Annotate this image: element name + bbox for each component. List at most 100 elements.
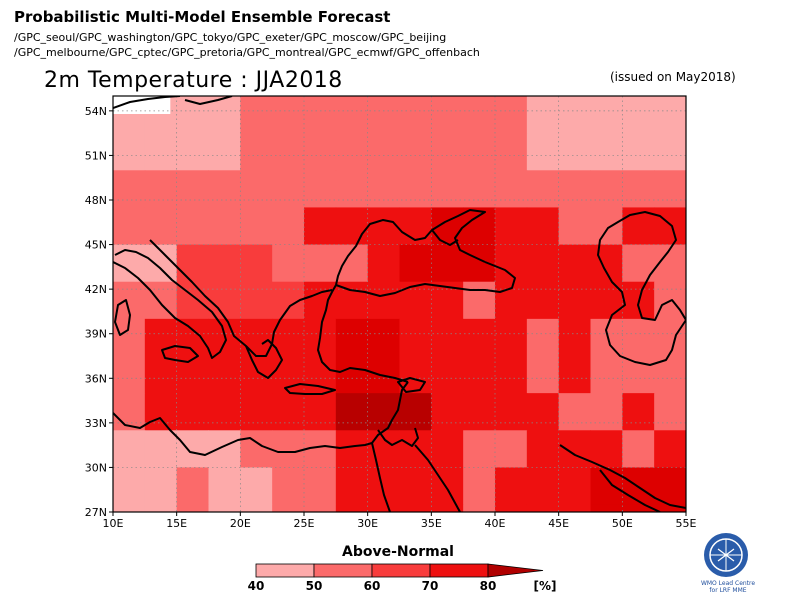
grid-cell [335,467,369,506]
legend-category: Above-Normal [342,544,454,560]
grid-cell [208,244,241,283]
grid-cell [113,430,146,468]
grid-cell [431,393,464,431]
lat-label: 54N [85,105,107,118]
grid-cell [463,356,496,394]
grid-cell [208,356,241,394]
grid-cell [240,356,273,394]
grid-cell [622,170,655,208]
grid-cell [654,504,686,512]
grid-cell [304,170,337,208]
grid-cell [463,504,496,512]
grid-cell [176,170,209,208]
grid-cell [622,318,655,357]
grid-cell [240,281,273,320]
grid-cell [335,281,369,320]
grid-cell [208,207,241,246]
grid-cell [208,430,241,468]
grid-cell [272,393,305,431]
grid-cell [590,170,623,208]
grid-cell [208,96,241,134]
legend-unit: [%] [534,579,557,593]
grid-cell [495,207,528,246]
grid-cell [463,318,496,357]
coast-black-sea-south [335,261,516,297]
grid-cell [654,467,686,506]
grid-cell [335,96,369,134]
wmo-logo [704,533,748,577]
map-frame [112,95,687,513]
grid-cell [558,356,591,394]
grid-cell [495,393,528,431]
coast-cyprus [397,377,426,393]
lat-label: 48N [85,194,107,207]
grid-cell [144,281,178,320]
grid-cell [399,430,432,468]
coast-turkey [317,284,409,383]
grid-cell [463,207,496,246]
grid-cell [399,281,432,320]
grid-cell [240,207,273,246]
grid-cell [526,467,560,506]
grid-cell [304,393,337,431]
grid-cell [367,467,400,506]
grid-cell [431,318,464,357]
grid-cell [304,504,337,512]
grid-cell [399,393,432,431]
grid-cell [431,207,464,246]
grid-cell [176,393,209,431]
grid-cell [208,467,241,506]
lat-label: 36N [85,372,107,385]
grid-cell [144,393,178,431]
legend-swatch [313,563,373,578]
grid-cell [176,467,209,506]
grid-cell [495,244,528,283]
grid-cell [113,133,146,171]
grid-cell [463,96,496,134]
lon-label: 45E [548,517,569,530]
grid-cell [463,281,496,320]
map-title: 2m Temperature : JJA2018 [44,68,343,93]
grid-cell [526,504,560,512]
legend-swatch [371,563,431,578]
grid-cell [495,467,528,506]
grid-cell [654,430,686,468]
probability-grid [113,96,686,512]
grid-cell [367,133,400,171]
grid-cell [654,207,686,246]
grid-cell [590,467,623,506]
grid-cell [144,170,178,208]
grid-cell [240,96,273,134]
grid-cell [463,393,496,431]
legend-tick-label: 60 [364,579,381,593]
grid-cell [526,430,560,468]
grid-cell [113,393,146,431]
grid-cell [272,467,305,506]
grid-cell [367,244,400,283]
coast-black-sea-north [335,209,486,286]
lon-label: 35E [421,517,442,530]
lon-label: 30E [357,517,378,530]
grid-cell [399,170,432,208]
grid-cell [654,96,686,134]
grid-cell [240,133,273,171]
grid-cell [144,318,178,357]
sources-line-2: /GPC_melbourne/GPC_cptec/GPC_pretoria/GP… [14,46,480,59]
grid-cell [176,133,209,171]
grid-cell [590,96,623,134]
grid-cell [367,393,400,431]
grid-cell [144,133,178,171]
grid-cell [558,244,591,283]
grid-cell [304,244,337,283]
grid-cell [240,504,273,512]
grid-cell [495,504,528,512]
wmo-logo-caption: WMO Lead Centre for LRF MME [700,580,756,594]
lat-label: 30N [85,461,107,474]
grid-cell [272,504,305,512]
legend-tick-label: 50 [306,579,323,593]
grid-cell [272,207,305,246]
grid-cell [558,170,591,208]
coast-baltic [113,96,181,109]
grid-cell [463,170,496,208]
